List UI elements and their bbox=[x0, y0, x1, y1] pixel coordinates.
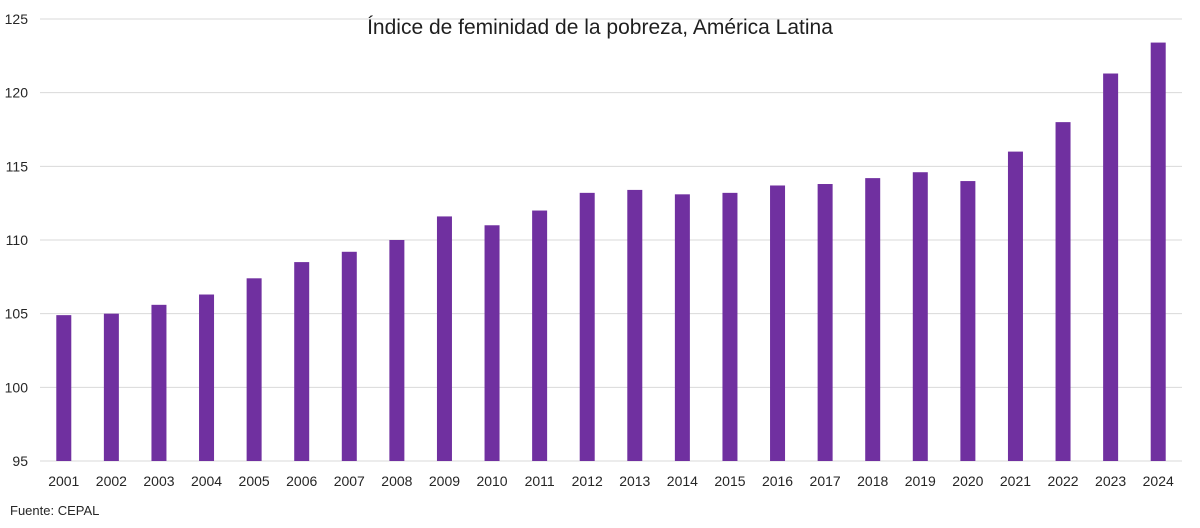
x-tick-label: 2020 bbox=[952, 473, 983, 489]
bar-2012 bbox=[579, 192, 595, 461]
bar-2005 bbox=[246, 278, 262, 461]
bar-2022 bbox=[1055, 122, 1071, 461]
bar-2018 bbox=[865, 178, 881, 461]
y-tick-label: 110 bbox=[6, 232, 29, 248]
bar-2014 bbox=[674, 194, 690, 461]
chart-title: Índice de feminidad de la pobreza, Améri… bbox=[367, 16, 833, 39]
y-tick-label: 120 bbox=[5, 85, 29, 101]
y-tick-label: 115 bbox=[6, 158, 29, 174]
x-tick-label: 2009 bbox=[429, 473, 460, 489]
bar-2009 bbox=[436, 216, 452, 461]
bar-2024 bbox=[1150, 42, 1166, 461]
x-tick-label: 2003 bbox=[143, 473, 174, 489]
x-tick-label: 2004 bbox=[191, 473, 222, 489]
x-tick-label: 2018 bbox=[857, 473, 888, 489]
y-tick-label: 125 bbox=[5, 11, 29, 27]
bar-2010 bbox=[484, 225, 500, 461]
bars bbox=[56, 42, 1166, 462]
bar-2011 bbox=[532, 210, 548, 461]
bar-2016 bbox=[770, 185, 786, 461]
bar-2017 bbox=[817, 184, 833, 461]
bar-2015 bbox=[722, 192, 738, 461]
gridlines bbox=[40, 18, 1182, 462]
bar-2004 bbox=[199, 294, 215, 461]
x-tick-label: 2007 bbox=[334, 473, 365, 489]
x-tick-label: 2024 bbox=[1143, 473, 1174, 489]
bar-2013 bbox=[627, 189, 643, 461]
x-tick-label: 2014 bbox=[667, 473, 698, 489]
x-tick-label: 2010 bbox=[476, 473, 507, 489]
bar-2008 bbox=[389, 240, 405, 461]
x-tick-label: 2015 bbox=[714, 473, 745, 489]
bar-2021 bbox=[1007, 151, 1023, 461]
x-tick-label: 2008 bbox=[381, 473, 412, 489]
bar-2020 bbox=[960, 181, 976, 462]
bar-2019 bbox=[912, 172, 928, 461]
x-tick-label: 2005 bbox=[239, 473, 270, 489]
y-tick-label: 95 bbox=[12, 453, 28, 469]
bar-2003 bbox=[151, 304, 167, 461]
x-tick-label: 2001 bbox=[48, 473, 79, 489]
bar-2007 bbox=[341, 251, 357, 461]
bar-2001 bbox=[56, 315, 72, 461]
y-tick-label: 100 bbox=[5, 379, 29, 395]
bar-2002 bbox=[103, 313, 119, 461]
x-tick-label: 2021 bbox=[1000, 473, 1031, 489]
x-tick-label: 2016 bbox=[762, 473, 793, 489]
bar-2023 bbox=[1103, 73, 1119, 461]
x-tick-label: 2002 bbox=[96, 473, 127, 489]
bar-2006 bbox=[294, 262, 310, 461]
x-tick-label: 2006 bbox=[286, 473, 317, 489]
x-axis-ticks: 2001 2002 2003 2004 2005 2006 2007 2008 2009 2010… bbox=[48, 473, 1174, 489]
x-tick-label: 2023 bbox=[1095, 473, 1126, 489]
x-tick-label: 2011 bbox=[525, 473, 555, 489]
source-note: Fuente: CEPAL bbox=[10, 503, 99, 518]
x-tick-label: 2013 bbox=[619, 473, 650, 489]
x-tick-label: 2022 bbox=[1047, 473, 1078, 489]
x-tick-label: 2012 bbox=[572, 473, 603, 489]
y-axis-ticks: 95 100 105 110 115 120 125 bbox=[5, 11, 29, 469]
x-tick-label: 2017 bbox=[810, 473, 841, 489]
y-tick-label: 105 bbox=[5, 306, 29, 322]
x-tick-label: 2019 bbox=[905, 473, 936, 489]
